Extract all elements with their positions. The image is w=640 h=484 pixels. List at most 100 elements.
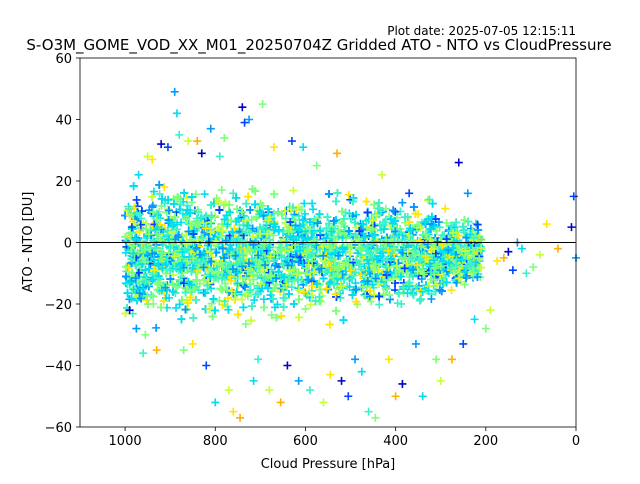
data-point xyxy=(239,211,248,220)
data-point xyxy=(359,220,368,229)
data-point xyxy=(217,186,226,195)
data-point xyxy=(378,271,387,280)
data-point xyxy=(121,232,130,241)
data-point xyxy=(242,199,251,208)
data-point xyxy=(273,300,282,309)
data-point xyxy=(152,323,161,332)
data-point xyxy=(442,218,451,227)
data-point xyxy=(300,209,309,218)
data-point xyxy=(269,231,278,240)
data-point xyxy=(247,215,256,224)
data-point xyxy=(473,220,482,229)
data-point xyxy=(259,295,268,304)
data-point xyxy=(300,199,309,208)
data-point xyxy=(135,227,144,236)
data-point xyxy=(172,303,181,312)
data-point xyxy=(203,281,212,290)
data-point xyxy=(411,209,420,218)
data-point xyxy=(246,206,255,215)
data-point xyxy=(277,252,286,261)
data-point xyxy=(405,218,414,227)
data-point xyxy=(200,190,209,199)
data-point xyxy=(284,289,293,298)
data-point xyxy=(267,311,276,320)
data-point xyxy=(471,219,480,228)
data-point xyxy=(183,299,192,308)
data-point xyxy=(294,211,303,220)
data-point xyxy=(241,216,250,225)
data-point xyxy=(336,293,345,302)
data-point xyxy=(427,295,436,304)
data-point xyxy=(149,236,158,245)
data-point xyxy=(264,273,273,282)
data-point xyxy=(325,279,334,288)
data-point xyxy=(409,290,418,299)
data-point xyxy=(121,309,130,318)
data-point xyxy=(299,259,308,268)
data-point xyxy=(258,201,267,210)
data-point xyxy=(241,320,250,329)
point-cloud xyxy=(121,180,486,332)
data-point xyxy=(122,237,131,246)
data-point xyxy=(177,218,186,227)
data-point xyxy=(301,304,310,313)
data-point xyxy=(305,218,314,227)
data-point xyxy=(269,209,278,218)
data-point xyxy=(194,286,203,295)
data-point xyxy=(460,228,469,237)
data-point xyxy=(157,303,166,312)
data-point xyxy=(295,286,304,295)
data-point xyxy=(409,203,418,212)
data-point xyxy=(425,225,434,234)
data-point xyxy=(290,265,299,274)
data-point xyxy=(216,284,225,293)
data-point xyxy=(199,218,208,227)
data-point xyxy=(192,295,201,304)
data-point xyxy=(289,186,298,195)
data-point xyxy=(417,274,426,283)
data-point xyxy=(206,218,215,227)
data-point xyxy=(224,305,233,314)
data-point xyxy=(293,270,302,279)
data-point xyxy=(308,281,317,290)
data-point xyxy=(398,198,407,207)
data-point xyxy=(153,211,162,220)
data-point xyxy=(259,303,268,312)
data-point xyxy=(341,208,350,217)
data-point xyxy=(149,187,158,196)
data-point xyxy=(370,200,379,209)
data-point xyxy=(309,205,318,214)
data-point xyxy=(250,296,259,305)
data-point xyxy=(182,193,191,202)
data-point xyxy=(215,296,224,305)
data-point xyxy=(147,192,156,201)
data-point xyxy=(289,300,298,309)
data-point xyxy=(362,197,371,206)
data-point xyxy=(315,292,324,301)
data-point xyxy=(371,210,380,219)
data-point xyxy=(399,283,408,292)
data-point xyxy=(191,190,200,199)
data-point xyxy=(134,268,143,277)
data-point xyxy=(325,320,334,329)
data-point xyxy=(351,287,360,296)
data-point xyxy=(431,215,440,224)
data-point xyxy=(397,299,406,308)
data-point xyxy=(229,189,238,198)
data-point xyxy=(376,207,385,216)
data-point xyxy=(361,291,370,300)
data-point xyxy=(207,299,216,308)
data-point xyxy=(132,195,141,204)
data-point xyxy=(239,303,248,312)
data-point xyxy=(306,300,315,309)
data-point xyxy=(344,190,353,199)
data-point xyxy=(155,189,164,198)
data-point xyxy=(308,199,317,208)
data-point xyxy=(332,306,341,315)
data-point xyxy=(375,300,384,309)
data-point xyxy=(358,269,367,278)
data-point xyxy=(244,192,253,201)
data-point xyxy=(394,288,403,297)
